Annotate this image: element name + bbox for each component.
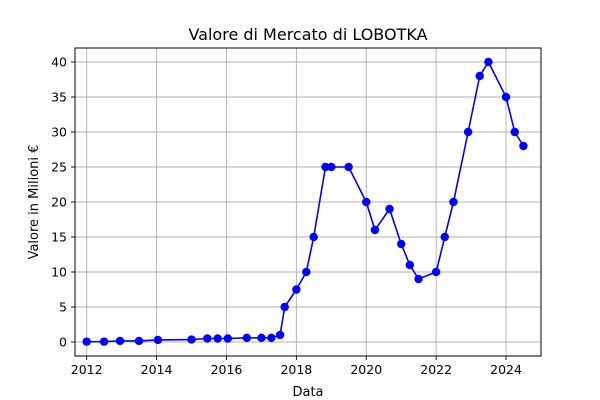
y-tick-label: 30 bbox=[51, 125, 67, 140]
data-point bbox=[302, 267, 311, 277]
data-point bbox=[115, 336, 125, 346]
x-tick-label: 2014 bbox=[141, 362, 173, 377]
y-tick-label: 35 bbox=[51, 90, 67, 105]
data-point bbox=[134, 336, 144, 346]
data-point bbox=[275, 330, 285, 340]
data-point bbox=[431, 267, 441, 277]
data-point bbox=[440, 232, 449, 242]
data-point bbox=[242, 333, 252, 342]
data-point bbox=[449, 197, 458, 207]
data-point bbox=[519, 141, 528, 151]
data-point bbox=[370, 225, 380, 235]
data-point bbox=[321, 162, 330, 172]
data-point bbox=[187, 335, 196, 344]
y-axis-label: Valore in Milioni € bbox=[27, 145, 42, 260]
x-tick-label: 2012 bbox=[71, 362, 103, 377]
data-point bbox=[267, 333, 276, 342]
data-point bbox=[475, 71, 484, 81]
y-tick-label: 25 bbox=[51, 160, 67, 175]
data-point bbox=[327, 162, 336, 172]
y-tick-label: 40 bbox=[51, 55, 67, 70]
y-tick-label: 0 bbox=[59, 335, 67, 350]
data-point bbox=[153, 335, 163, 345]
data-point bbox=[99, 337, 109, 346]
data-point bbox=[203, 334, 212, 343]
grid bbox=[75, 48, 541, 356]
data-point bbox=[82, 337, 91, 346]
data-point bbox=[501, 92, 511, 102]
data-point bbox=[414, 274, 423, 284]
series-layer bbox=[82, 57, 528, 346]
data-point bbox=[484, 57, 493, 67]
data-point bbox=[397, 239, 406, 249]
y-tick-label: 15 bbox=[51, 230, 67, 245]
y-tick-label: 20 bbox=[51, 195, 67, 210]
data-point bbox=[463, 127, 473, 137]
data-point bbox=[223, 334, 233, 343]
x-tick-label: 2024 bbox=[490, 362, 522, 377]
chart-title: Valore di Mercato di LOBOTKA bbox=[188, 25, 427, 44]
y-tick-label: 10 bbox=[51, 265, 67, 280]
data-point bbox=[213, 334, 222, 343]
x-axis-label: Data bbox=[292, 385, 323, 400]
data-point bbox=[510, 127, 519, 137]
data-point bbox=[385, 204, 394, 214]
data-point bbox=[280, 302, 289, 312]
data-point bbox=[309, 232, 318, 242]
y-tick-label: 5 bbox=[59, 300, 67, 315]
axis-ticks: 2012 2014 2016 2018 2020 2022 2024 0 5 10 15 20 25 30… bbox=[51, 55, 522, 378]
data-point bbox=[405, 260, 415, 270]
x-tick-label: 2016 bbox=[211, 362, 243, 377]
data-point bbox=[292, 285, 301, 294]
data-point bbox=[362, 197, 371, 207]
x-tick-label: 2022 bbox=[420, 362, 452, 377]
x-tick-label: 2018 bbox=[280, 362, 312, 377]
data-point bbox=[257, 333, 266, 342]
data-point bbox=[344, 162, 353, 172]
x-tick-label: 2020 bbox=[350, 362, 382, 377]
